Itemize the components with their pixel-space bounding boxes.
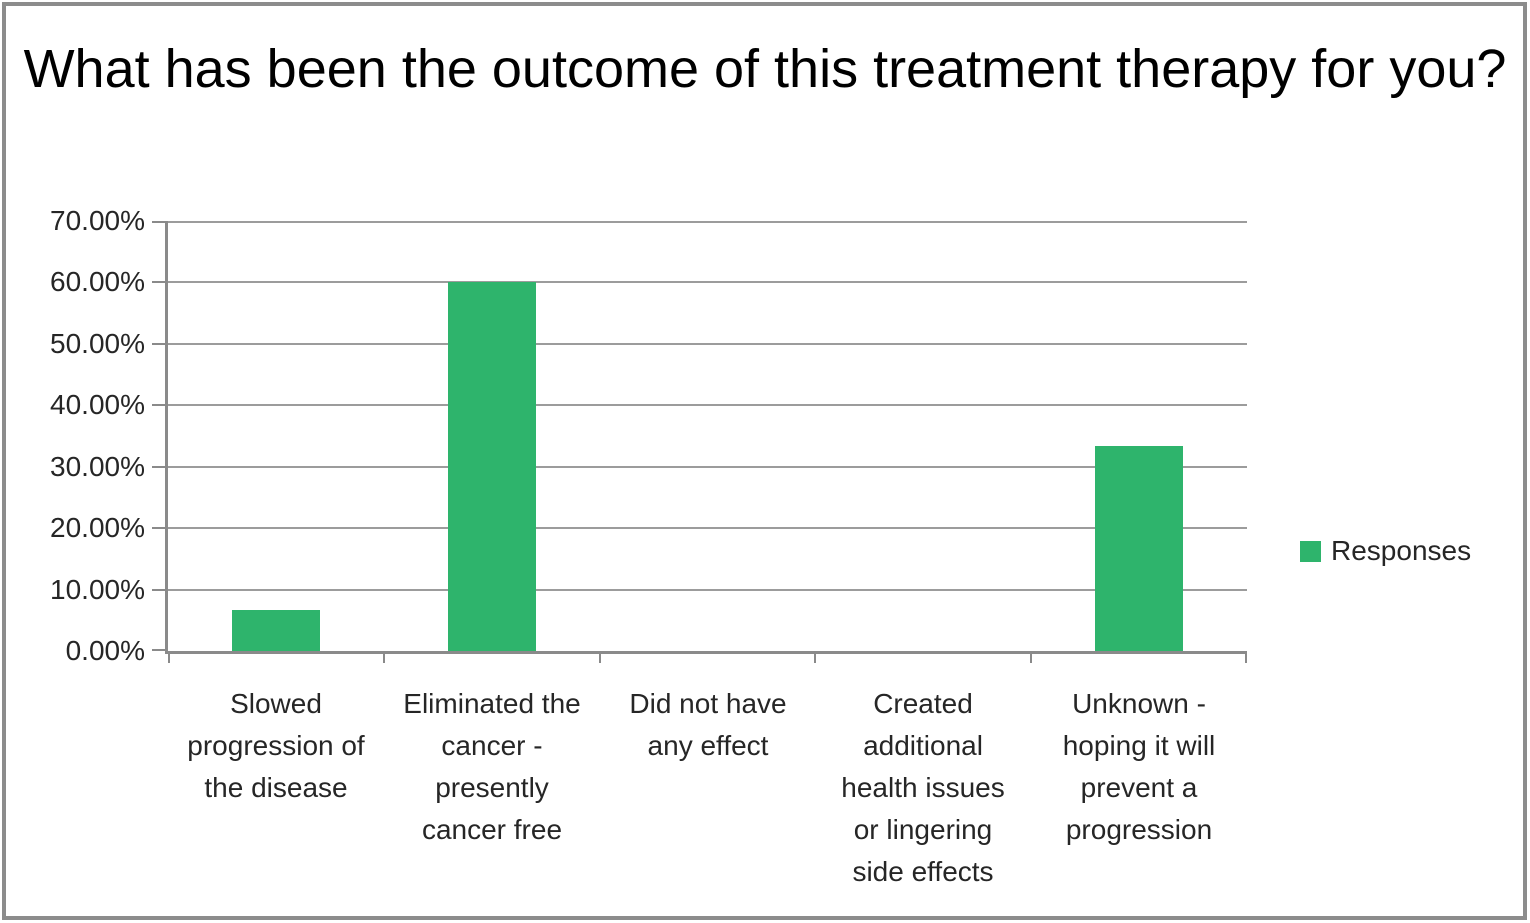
y-axis-tick-label: 10.00% [50, 574, 145, 605]
y-axis-tick [152, 343, 165, 345]
x-axis-tick [1245, 651, 1247, 663]
gridline [168, 589, 1247, 591]
y-axis-tick [152, 404, 165, 406]
gridline [168, 221, 1247, 223]
y-axis-tick [152, 281, 165, 283]
x-axis-tick [168, 651, 170, 663]
y-axis-tick-label: 60.00% [50, 266, 145, 297]
y-axis-tick-label: 70.00% [50, 205, 145, 236]
bar [232, 610, 320, 651]
y-axis-tick [152, 466, 165, 468]
y-axis-tick [152, 649, 165, 651]
x-category-label-line: progression [1065, 814, 1213, 845]
x-axis-tick [599, 651, 601, 663]
x-category-label-line: health issues [841, 772, 1005, 803]
x-category-label-line: Did not have [629, 688, 787, 719]
x-category-label: Eliminated the cancer - presently cancer fr… [384, 683, 600, 851]
y-axis-tick [152, 589, 165, 591]
gridline [168, 281, 1247, 283]
y-axis-tick-label: 20.00% [50, 512, 145, 543]
x-category-label: Slowed progression of the disease [168, 683, 384, 809]
legend: Responses [1300, 535, 1471, 567]
x-axis-tick [1030, 651, 1032, 663]
y-axis-tick [152, 221, 165, 223]
x-category-label: Unknown - hoping it will prevent a progress… [1031, 683, 1247, 851]
x-category-label-line: prevent a [1080, 772, 1198, 803]
x-category-label: Created additional health issues or lingeri… [815, 683, 1031, 893]
x-axis-tick [814, 651, 816, 663]
x-category-label-line: the disease [204, 772, 348, 803]
y-axis-tick-label: 40.00% [50, 389, 145, 420]
x-category-label-line: Eliminated the [403, 688, 581, 719]
x-category-label-line: Slowed [230, 688, 322, 719]
x-category-label-line: additional [863, 730, 983, 761]
bar [448, 282, 536, 651]
x-category-label-line: progression of [187, 730, 365, 761]
y-axis-tick-label: 0.00% [65, 635, 145, 666]
gridline [168, 343, 1247, 345]
y-axis-tick-label: 50.00% [50, 328, 145, 359]
x-category-label-line: presently [435, 772, 549, 803]
x-axis-tick [383, 651, 385, 663]
x-category-label-line: or lingering [853, 814, 993, 845]
y-axis-tick [152, 527, 165, 529]
x-category-label-line: Created [873, 688, 973, 719]
x-category-label: Did not have any effect [600, 683, 816, 767]
x-category-label-line: cancer - [441, 730, 543, 761]
x-category-label-line: any effect [647, 730, 769, 761]
chart-title: What has been the outcome of this treatm… [23, 39, 1507, 99]
x-category-label-line: cancer free [421, 814, 563, 845]
y-axis-tick-label: 30.00% [50, 451, 145, 482]
x-category-label-line: Unknown - [1072, 688, 1206, 719]
plot-area: 70.00% 60.00% 50.00% 40.00% 30.00% 20.00% 10.0… [50, 206, 1247, 887]
x-category-label-line: side effects [852, 856, 994, 887]
legend-label: Responses [1331, 535, 1472, 566]
bar [1095, 446, 1183, 651]
gridline [168, 466, 1247, 468]
gridline [168, 527, 1247, 529]
legend-swatch-icon [1300, 540, 1321, 562]
gridline [168, 404, 1247, 406]
x-category-label-line: hoping it will [1062, 730, 1216, 761]
